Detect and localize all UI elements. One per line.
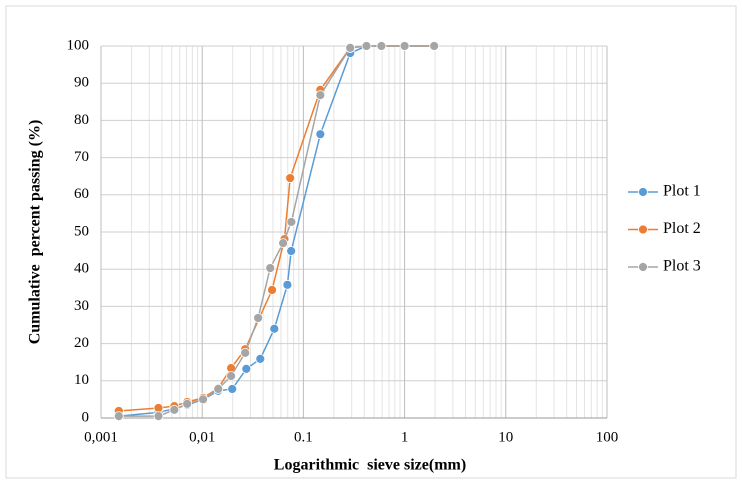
y-tick-label: 80 [74,112,89,128]
y-tick-label: 60 [74,186,89,202]
data-point [113,411,124,422]
chart-frame [5,5,737,479]
data-point [285,173,296,183]
data-point [265,263,276,273]
x-tick-label: 0,001 [84,429,118,445]
data-point [269,323,280,334]
legend-label: Plot 1 [663,183,701,200]
x-tick-label: 10 [498,429,513,445]
data-point [315,129,326,140]
data-point [361,41,372,51]
data-point [227,384,238,394]
data-point [282,279,293,290]
y-tick-label: 100 [67,37,90,53]
y-tick-label: 50 [74,223,89,239]
x-axis-title: Logarithmic sieve size(mm) [274,457,466,474]
data-point [286,246,297,256]
data-point [278,238,288,249]
data-point [182,398,193,409]
x-tick-label: 100 [596,429,619,445]
data-point [345,42,356,53]
data-point [198,394,208,405]
data-point [267,285,277,295]
data-point [286,217,297,227]
x-tick-label: 0,01 [189,429,215,445]
data-point [240,347,251,358]
legend-label: Plot 3 [663,258,701,275]
x-tick-label: 1 [401,429,409,445]
y-axis-title: Cumulative percent passing (%) [27,120,44,345]
y-tick-label: 10 [74,372,89,388]
x-tick-label: 0.1 [294,429,313,445]
y-tick-label: 70 [74,149,89,165]
y-tick-label: 30 [74,298,89,314]
data-point [315,90,326,101]
data-point [241,363,252,374]
y-tick-label: 20 [74,335,89,351]
data-point [399,41,410,51]
data-point [255,353,266,364]
legend-label: Plot 2 [663,220,701,237]
data-point [429,41,440,51]
data-point [213,384,224,394]
y-tick-label: 40 [74,261,89,277]
data-point [253,313,264,323]
legend-marker [638,224,648,235]
legend-marker [638,262,648,272]
legend-marker [638,187,648,197]
data-point [226,371,236,381]
data-point [153,403,164,413]
data-point [153,411,164,422]
data-point [376,41,387,51]
data-point [169,404,180,415]
y-tick-label: 0 [82,409,90,425]
y-tick-label: 90 [74,75,89,91]
